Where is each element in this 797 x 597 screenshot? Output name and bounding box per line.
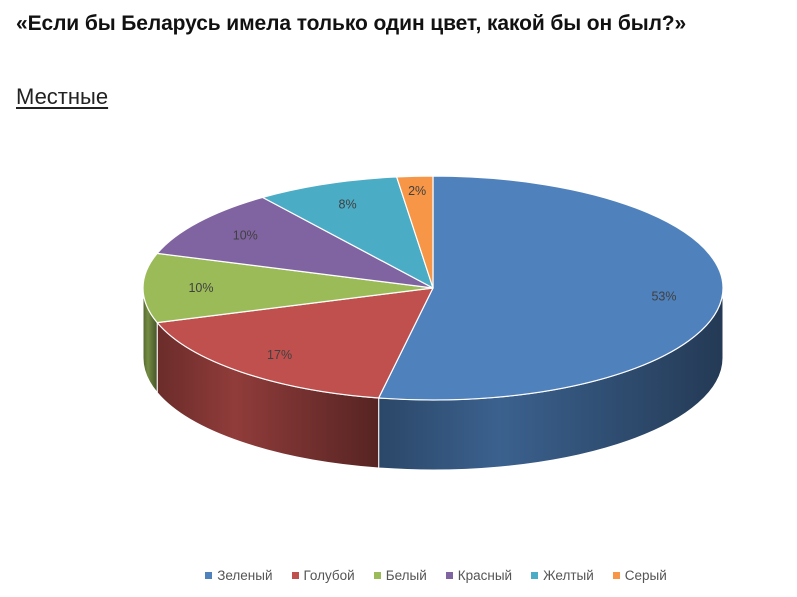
legend-item: Серый <box>612 568 667 583</box>
legend-label: Красный <box>457 568 513 583</box>
subtitle: Местные <box>16 84 109 109</box>
slice-x <box>156 287 434 399</box>
legend-swatch <box>291 572 299 579</box>
slice-label: 10% <box>188 281 213 295</box>
legend-swatch <box>531 572 539 579</box>
legend-item: Белый <box>373 568 427 583</box>
pie-chart: 53% 17% 10% 10% 8% 2% <box>142 175 724 471</box>
slice-x <box>261 176 434 289</box>
legend-label: Зеленый <box>217 568 273 583</box>
legend-item: Красный <box>445 568 513 583</box>
legend-label: Голубой <box>303 568 355 583</box>
legend-label: Серый <box>624 568 667 583</box>
slice-label: 53% <box>651 289 676 303</box>
legend-item: Зеленый <box>205 568 273 583</box>
page-title: «Если бы Беларусь имела только один цвет… <box>16 12 687 35</box>
chart-legend: Зеленый Голубой Белый Красный Желтый Серый <box>0 568 797 583</box>
slice-x <box>142 252 434 324</box>
slice-label: 2% <box>408 184 426 198</box>
legend-swatch <box>205 572 213 579</box>
legend-swatch <box>373 572 381 579</box>
pie-labels: 53% 17% 10% 10% 8% 2% <box>188 184 676 362</box>
slice-x <box>156 196 434 289</box>
legend-label: Желтый <box>543 568 594 583</box>
slice-label: 8% <box>339 198 357 212</box>
legend-item: Желтый <box>531 568 594 583</box>
slice-x <box>378 175 724 401</box>
legend-swatch <box>445 572 453 579</box>
slice-x <box>396 175 434 289</box>
pie-slices <box>142 175 724 401</box>
legend-item: Голубой <box>291 568 355 583</box>
pie-sides <box>142 287 724 471</box>
legend-swatch <box>612 572 620 579</box>
slice-label: 10% <box>233 228 258 242</box>
slice-label: 17% <box>267 348 292 362</box>
legend-label: Белый <box>385 568 427 583</box>
